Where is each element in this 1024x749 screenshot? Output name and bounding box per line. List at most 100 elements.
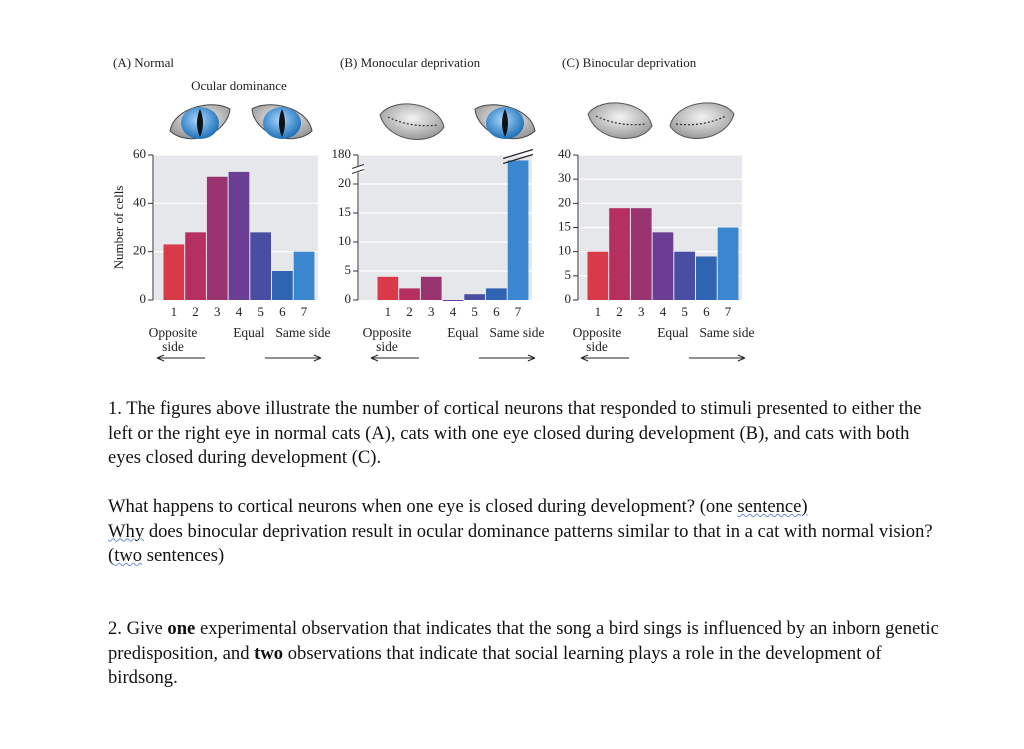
question-2: 2. Give one experimental observation tha… bbox=[108, 617, 940, 691]
q2-text: 2. Give bbox=[108, 618, 163, 639]
figure-svg: (A) Normal Ocular dominance Number of cell… bbox=[111, 55, 746, 362]
y-tick-label: 5 bbox=[345, 262, 352, 277]
x-tick-label: 2 bbox=[192, 304, 199, 319]
arrow-left bbox=[156, 354, 205, 362]
bar bbox=[377, 276, 399, 300]
q2-text: observations that indicate that social l… bbox=[108, 642, 882, 689]
y-tick-label: 15 bbox=[558, 218, 571, 233]
axis-break-gap bbox=[352, 166, 364, 173]
bar bbox=[250, 232, 271, 300]
question-1: 1. The figures above illustrate the numb… bbox=[108, 398, 922, 469]
bar bbox=[228, 171, 250, 300]
y-tick-label: 60 bbox=[133, 146, 146, 161]
closed-eye bbox=[379, 103, 445, 140]
x-tick-label: 6 bbox=[493, 304, 500, 319]
bar bbox=[206, 176, 228, 300]
y-tick-label: 40 bbox=[133, 194, 146, 209]
bar bbox=[507, 160, 529, 300]
x-tick-label: 5 bbox=[681, 304, 688, 319]
axis-break bbox=[351, 164, 365, 174]
x-tick-label: 3 bbox=[214, 304, 221, 319]
bar bbox=[652, 232, 674, 300]
x-annotation: Opposite side bbox=[148, 325, 198, 354]
x-tick-label: 1 bbox=[171, 304, 178, 319]
x-annotation: Same side bbox=[699, 325, 755, 340]
x-annotation: Equal bbox=[447, 325, 479, 340]
bar bbox=[587, 251, 609, 300]
prompt-text: two bbox=[114, 545, 143, 567]
closed-eye bbox=[587, 102, 653, 139]
bar bbox=[609, 208, 630, 300]
x-annotation: Equal bbox=[233, 325, 265, 340]
x-tick-label: 3 bbox=[638, 304, 645, 319]
y-tick-label: 20 bbox=[558, 194, 571, 209]
bar bbox=[185, 232, 206, 300]
q2-bold: one bbox=[167, 618, 196, 639]
chart-title: (A) Normal bbox=[113, 55, 174, 70]
y-tick-label: 20 bbox=[133, 243, 146, 258]
bar bbox=[293, 251, 315, 300]
bar bbox=[272, 271, 293, 300]
chart-title: (B) Monocular deprivation bbox=[340, 55, 481, 70]
x-tick-label: 3 bbox=[428, 304, 435, 319]
x-annotation: Equal bbox=[657, 325, 689, 340]
y-tick-label: 180 bbox=[332, 146, 352, 161]
y-tick-label: 0 bbox=[565, 291, 572, 306]
bar bbox=[717, 227, 739, 300]
q2-bold: two bbox=[254, 642, 284, 664]
chart-subtitle: Ocular dominance bbox=[191, 78, 287, 93]
y-tick-label: 40 bbox=[558, 146, 571, 161]
bar bbox=[420, 276, 442, 300]
q2-text: experimental observation that indicates … bbox=[108, 618, 939, 664]
arrow-right bbox=[264, 354, 322, 362]
x-tick-label: 4 bbox=[660, 304, 667, 319]
x-annotation: Opposite side bbox=[362, 325, 412, 354]
open-eye bbox=[169, 104, 231, 140]
y-tick-label: 5 bbox=[565, 267, 572, 282]
y-tick-label: 0 bbox=[140, 291, 147, 306]
x-annotation: Opposite side bbox=[572, 325, 622, 354]
x-tick-label: 4 bbox=[450, 304, 457, 319]
bar bbox=[674, 251, 695, 300]
arrow-left bbox=[370, 354, 419, 362]
y-tick-label: 20 bbox=[338, 175, 351, 190]
x-tick-label: 5 bbox=[257, 304, 264, 319]
prompt-text: sentences) bbox=[146, 545, 225, 567]
prompt-text: Why bbox=[108, 520, 145, 542]
bar bbox=[399, 288, 420, 300]
x-tick-label: 6 bbox=[703, 304, 710, 319]
x-tick-label: 7 bbox=[725, 304, 732, 319]
x-tick-label: 2 bbox=[616, 304, 623, 319]
figure: (A) Normal Ocular dominance Number of cell… bbox=[111, 55, 755, 362]
question-1-prompt: What happens to cortical neurons when on… bbox=[108, 495, 940, 569]
y-tick-label: 0 bbox=[345, 291, 352, 306]
eye-illustrations bbox=[169, 102, 735, 140]
x-tick-label: 2 bbox=[406, 304, 413, 319]
y-axis-label: Number of cells bbox=[111, 186, 126, 270]
x-tick-label: 5 bbox=[471, 304, 478, 319]
x-tick-label: 7 bbox=[301, 304, 308, 319]
bar bbox=[442, 300, 464, 301]
x-tick-label: 4 bbox=[236, 304, 243, 319]
bar bbox=[464, 294, 485, 300]
open-eye bbox=[474, 104, 536, 140]
x-tick-label: 1 bbox=[595, 304, 602, 319]
y-tick-label: 10 bbox=[338, 233, 351, 248]
prompt-text: sentence) bbox=[737, 496, 808, 517]
open-eye bbox=[251, 104, 313, 140]
y-tick-label: 10 bbox=[558, 243, 571, 258]
arrow-right bbox=[688, 354, 746, 362]
arrow-left bbox=[580, 354, 629, 362]
bar bbox=[486, 288, 507, 300]
arrow-right bbox=[478, 354, 536, 362]
y-tick-label: 15 bbox=[338, 204, 351, 219]
chart-title: (C) Binocular deprivation bbox=[562, 55, 697, 70]
plot-background bbox=[359, 155, 532, 300]
y-tick-label: 30 bbox=[558, 170, 571, 185]
x-annotation: Same side bbox=[489, 325, 545, 340]
x-annotation: Same side bbox=[275, 325, 331, 340]
x-tick-label: 1 bbox=[385, 304, 392, 319]
prompt-text: What happens to cortical neurons when on… bbox=[108, 496, 733, 517]
prompt-text: does binocular deprivation result in ocu… bbox=[108, 520, 933, 567]
